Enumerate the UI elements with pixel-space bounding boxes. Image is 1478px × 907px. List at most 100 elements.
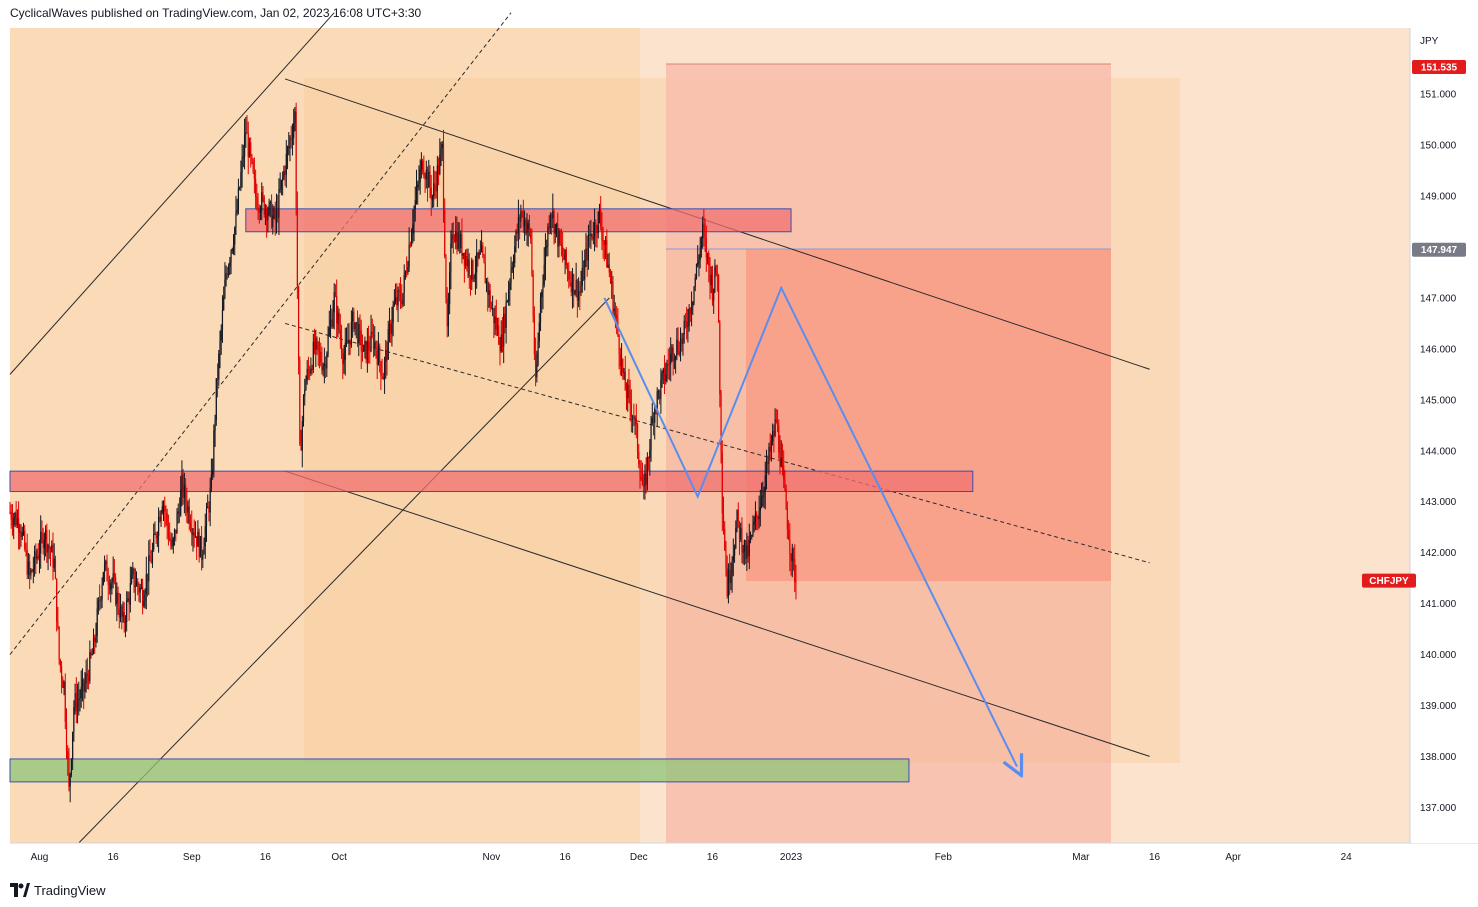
candle-body xyxy=(593,222,596,238)
candle-body xyxy=(304,389,306,396)
candle-body xyxy=(605,240,607,246)
candle-body xyxy=(592,237,594,239)
candle-body xyxy=(764,475,766,492)
candle-body xyxy=(602,240,604,242)
candle-body xyxy=(495,316,497,330)
candle-body xyxy=(441,144,443,149)
candle-body xyxy=(100,598,102,601)
candle-body xyxy=(46,530,48,553)
candle-body xyxy=(110,583,112,590)
candle-body xyxy=(571,274,574,293)
candle-body xyxy=(577,291,580,301)
candle-body xyxy=(193,532,195,537)
candle-body xyxy=(370,331,372,351)
candle-body xyxy=(234,227,236,245)
candle-body xyxy=(33,551,36,569)
candle-body xyxy=(775,419,777,422)
x-tick-label: Aug xyxy=(31,852,49,863)
x-tick-label: 16 xyxy=(108,852,120,863)
candle-body xyxy=(277,207,279,218)
candle-body xyxy=(694,277,696,287)
candle-body xyxy=(94,637,96,643)
candle-body xyxy=(253,171,255,180)
candle-body xyxy=(579,291,581,293)
candle-body xyxy=(367,341,370,351)
time-axis[interactable] xyxy=(10,844,1478,870)
candle-body xyxy=(321,362,323,371)
candle-body xyxy=(13,517,15,526)
candle-body xyxy=(541,292,543,298)
candle-body xyxy=(397,290,399,306)
candle-body xyxy=(288,146,290,148)
candle-body xyxy=(188,506,190,524)
candle-body xyxy=(164,505,166,512)
candle-body xyxy=(654,409,656,423)
candle-body xyxy=(209,488,211,513)
price-axis[interactable] xyxy=(1411,28,1478,843)
candle-body xyxy=(424,176,426,180)
candle-body xyxy=(526,229,528,234)
candle-body xyxy=(89,652,91,682)
candle-body xyxy=(417,184,419,188)
candle-body xyxy=(142,587,144,607)
last_price-badge-text: 151.535 xyxy=(1421,62,1458,73)
currency-label: JPY xyxy=(1420,36,1439,47)
candle-body xyxy=(194,536,197,538)
descending-channel-middle-line xyxy=(284,322,1150,564)
candle-body xyxy=(584,259,586,280)
candle-body xyxy=(103,563,106,573)
candle-body xyxy=(679,338,682,355)
candle-body xyxy=(60,666,63,680)
y-tick-label: 149.000 xyxy=(1420,192,1457,203)
candle-body xyxy=(415,187,418,201)
candle-body xyxy=(121,606,123,617)
candle-body xyxy=(35,551,37,560)
candle-body xyxy=(645,473,647,485)
candle-body xyxy=(334,291,337,296)
candle-body xyxy=(700,238,703,248)
candle-body xyxy=(135,580,138,586)
candle-body xyxy=(402,293,404,305)
candle-body xyxy=(466,256,468,267)
candle-body xyxy=(97,600,100,609)
candle-body xyxy=(409,244,411,246)
candle-body xyxy=(689,308,691,314)
candle-body xyxy=(113,573,115,577)
candle-body xyxy=(419,169,421,183)
candle-body xyxy=(310,368,312,374)
candle-body xyxy=(746,545,748,559)
candle-body xyxy=(429,171,431,188)
candle-body xyxy=(354,322,356,330)
candle-body xyxy=(353,311,355,330)
candle-body xyxy=(220,329,222,341)
candle-body xyxy=(620,358,623,366)
candle-body xyxy=(747,545,749,557)
candle-body xyxy=(17,518,20,533)
x-tick-label: 16 xyxy=(560,852,572,863)
candle-body xyxy=(625,390,628,399)
candle-body xyxy=(295,111,297,209)
candle-body xyxy=(784,479,786,489)
candle-body xyxy=(719,322,721,394)
candle-body xyxy=(732,555,734,562)
candle-body xyxy=(398,290,400,292)
tradingview-footer[interactable]: TradingView xyxy=(10,880,106,900)
candle-body xyxy=(468,259,470,277)
candle-body xyxy=(322,366,324,371)
candle-body xyxy=(623,371,625,373)
candle-body xyxy=(749,536,752,540)
candle-body xyxy=(699,247,701,260)
candle-body xyxy=(757,516,759,520)
candle-body xyxy=(482,245,484,256)
candle-body xyxy=(37,556,39,559)
candle-body xyxy=(67,751,69,760)
candle-body xyxy=(169,537,171,540)
candle-body xyxy=(200,536,203,560)
candle-body xyxy=(611,282,613,284)
y-tick-label: 144.000 xyxy=(1420,446,1457,457)
candle-body xyxy=(338,312,340,330)
candle-body xyxy=(433,183,435,197)
candle-body xyxy=(500,334,502,352)
candle-body xyxy=(140,587,143,589)
